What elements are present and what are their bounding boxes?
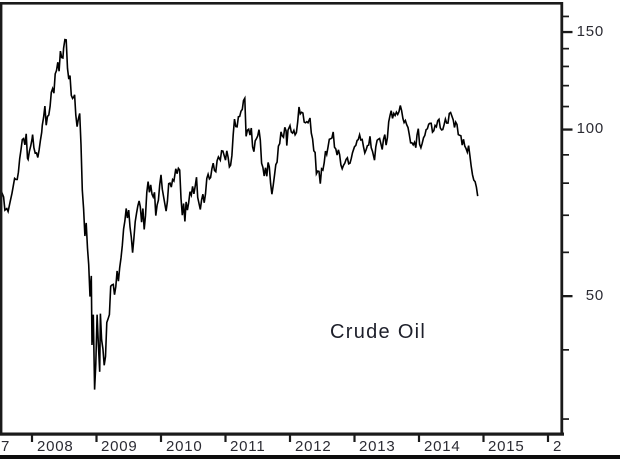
y-minor-tick	[563, 154, 569, 156]
x-tick	[288, 434, 292, 442]
x-tick	[353, 434, 356, 442]
y-tick-label: 150	[576, 23, 604, 40]
plot-left-border	[0, 2, 3, 433]
y-minor-tick	[563, 349, 569, 351]
x-tick	[546, 434, 550, 442]
x-tick-label: 2014	[424, 438, 461, 455]
x-tick	[30, 434, 34, 442]
x-tick-label: 2010	[166, 438, 203, 455]
y-minor-tick	[563, 251, 569, 254]
crude-oil-annotation: Crude Oil	[330, 321, 427, 343]
x-tick-label: 2008	[37, 438, 74, 455]
x-tick-label: 2011	[230, 438, 266, 455]
x-tick	[159, 434, 163, 442]
x-tick-label: 2013	[359, 438, 396, 455]
y-minor-tick	[563, 65, 569, 68]
x-tick-label: 7	[1, 438, 11, 455]
y-minor-tick	[563, 182, 569, 184]
x-axis-line	[0, 432, 564, 436]
x-tick-label: 2009	[101, 438, 138, 455]
y-minor-tick	[563, 214, 569, 217]
y-tick-label: 50	[585, 287, 604, 304]
y-minor-tick	[563, 47, 569, 50]
x-tick-label: 2012	[295, 438, 332, 455]
y-major-tick	[563, 30, 573, 34]
x-tick	[95, 434, 98, 442]
y-axis-line	[560, 2, 564, 434]
bottom-border-band	[0, 455, 620, 459]
y-minor-tick	[563, 15, 569, 18]
price-line	[0, 38, 479, 390]
x-tick	[482, 434, 485, 442]
plot-top-border	[0, 2, 563, 5]
y-minor-tick	[563, 84, 569, 87]
x-tick-label: 2015	[488, 438, 525, 455]
y-major-tick	[563, 128, 573, 131]
y-tick-label: 100	[576, 120, 604, 137]
y-minor-tick	[563, 105, 569, 108]
y-minor-tick	[563, 418, 569, 420]
x-tick	[224, 434, 227, 442]
y-major-tick	[563, 295, 573, 298]
x-tick-label: 2	[553, 438, 563, 455]
x-tick	[417, 434, 421, 442]
